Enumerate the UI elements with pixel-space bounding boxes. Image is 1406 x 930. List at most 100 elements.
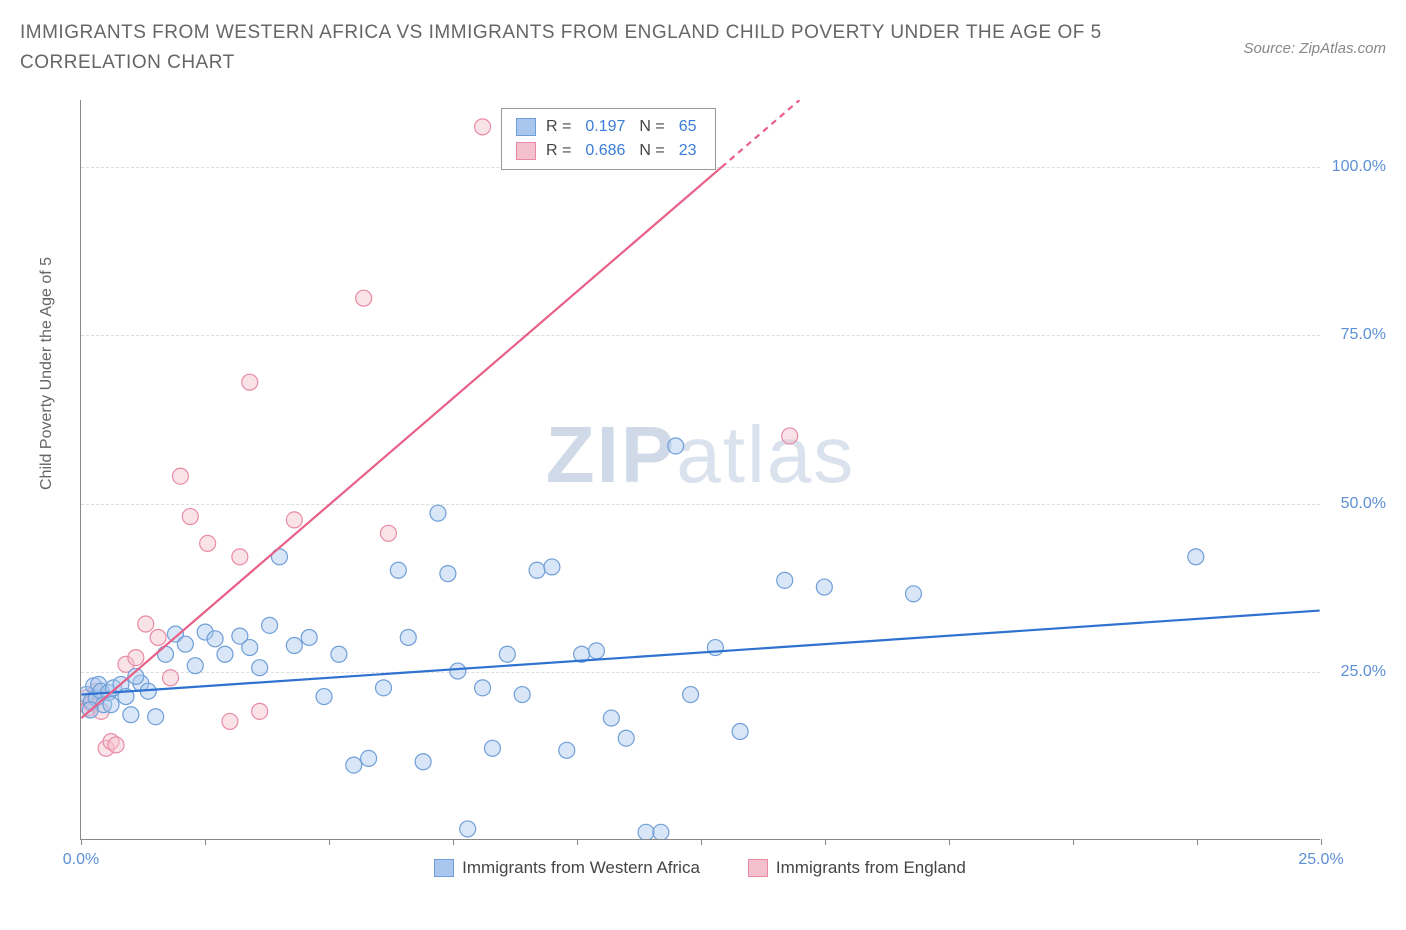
scatter-point — [390, 562, 406, 578]
scatter-point — [415, 754, 431, 770]
scatter-point — [242, 640, 258, 656]
scatter-point — [475, 680, 491, 696]
scatter-point — [150, 629, 166, 645]
scatter-point — [499, 646, 515, 662]
scatter-point — [514, 687, 530, 703]
scatter-point — [732, 724, 748, 740]
scatter-point — [172, 468, 188, 484]
scatter-point — [400, 629, 416, 645]
x-tick — [1073, 839, 1074, 845]
scatter-point — [475, 119, 491, 135]
scatter-point — [588, 643, 604, 659]
scatter-point — [103, 697, 119, 713]
scatter-point — [782, 428, 798, 444]
scatter-point — [638, 824, 654, 839]
scatter-point — [301, 629, 317, 645]
x-tick — [81, 839, 82, 845]
scatter-point — [138, 616, 154, 632]
scatter-point — [200, 535, 216, 551]
x-tick — [453, 839, 454, 845]
source-label: Source: ZipAtlas.com — [1243, 40, 1386, 57]
scatter-point — [460, 821, 476, 837]
r-value-a: 0.197 — [585, 115, 625, 139]
scatter-point — [187, 658, 203, 674]
r-label: R = — [546, 115, 571, 139]
legend-row-b: R = 0.686 N = 23 — [516, 139, 701, 163]
scatter-point — [286, 512, 302, 528]
swatch-square-icon — [516, 142, 536, 160]
y-tick-label: 75.0% — [1341, 326, 1386, 344]
scatter-point — [182, 509, 198, 525]
scatter-point — [440, 566, 456, 582]
scatter-point — [222, 713, 238, 729]
scatter-point — [816, 579, 832, 595]
scatter-point — [1188, 549, 1204, 565]
scatter-point — [430, 505, 446, 521]
swatch-square-icon — [516, 118, 536, 136]
series-legend: Immigrants from Western Africa Immigrant… — [80, 858, 1320, 878]
x-tick — [701, 839, 702, 845]
scatter-point — [158, 646, 174, 662]
scatter-point — [242, 374, 258, 390]
scatter-point — [331, 646, 347, 662]
swatch-square-icon — [748, 859, 768, 877]
scatter-point — [316, 689, 332, 705]
y-tick-label: 25.0% — [1341, 663, 1386, 681]
n-value-b: 23 — [679, 139, 697, 163]
scatter-point — [346, 757, 362, 773]
scatter-point — [668, 438, 684, 454]
scatter-point — [207, 631, 223, 647]
scatter-point — [380, 525, 396, 541]
scatter-point — [450, 663, 466, 679]
correlation-legend: R = 0.197 N = 65 R = 0.686 N = 23 — [501, 108, 716, 170]
scatter-point — [361, 750, 377, 766]
x-tick — [205, 839, 206, 845]
scatter-point — [177, 636, 193, 652]
y-axis-label: Child Poverty Under the Age of 5 — [38, 257, 56, 490]
legend-row-a: R = 0.197 N = 65 — [516, 115, 701, 139]
scatter-point — [544, 559, 560, 575]
legend-item-a: Immigrants from Western Africa — [434, 858, 700, 878]
x-tick — [1321, 839, 1322, 845]
scatter-point — [529, 562, 545, 578]
series-b-name: Immigrants from England — [776, 858, 966, 878]
swatch-square-icon — [434, 859, 454, 877]
scatter-point — [232, 549, 248, 565]
scatter-point — [653, 824, 669, 839]
x-tick — [949, 839, 950, 845]
scatter-point — [484, 740, 500, 756]
scatter-point — [148, 709, 164, 725]
scatter-point — [286, 638, 302, 654]
x-tick — [577, 839, 578, 845]
n-label: N = — [639, 139, 664, 163]
scatter-point — [252, 703, 268, 719]
scatter-point — [108, 737, 124, 753]
chart-title: IMMIGRANTS FROM WESTERN AFRICA VS IMMIGR… — [20, 18, 1120, 79]
scatter-point — [707, 640, 723, 656]
scatter-point — [163, 670, 179, 686]
scatter-point — [356, 290, 372, 306]
chart-container: Child Poverty Under the Age of 5 ZIPatla… — [20, 90, 1386, 890]
y-tick-label: 50.0% — [1341, 495, 1386, 513]
trend-line — [721, 100, 799, 167]
scatter-point — [375, 680, 391, 696]
scatter-point — [618, 730, 634, 746]
scatter-point — [262, 617, 278, 633]
scatter-plot — [81, 100, 1320, 839]
scatter-point — [603, 710, 619, 726]
scatter-point — [123, 707, 139, 723]
y-tick-label: 100.0% — [1332, 158, 1386, 176]
n-value-a: 65 — [679, 115, 697, 139]
scatter-point — [777, 572, 793, 588]
plot-area: ZIPatlas R = 0.197 N = 65 R = 0.686 N = … — [80, 100, 1320, 840]
x-tick — [825, 839, 826, 845]
scatter-point — [906, 586, 922, 602]
scatter-point — [217, 646, 233, 662]
x-tick — [1197, 839, 1198, 845]
legend-item-b: Immigrants from England — [748, 858, 966, 878]
series-a-name: Immigrants from Western Africa — [462, 858, 700, 878]
x-tick — [329, 839, 330, 845]
scatter-point — [683, 687, 699, 703]
scatter-point — [252, 660, 268, 676]
r-label: R = — [546, 139, 571, 163]
